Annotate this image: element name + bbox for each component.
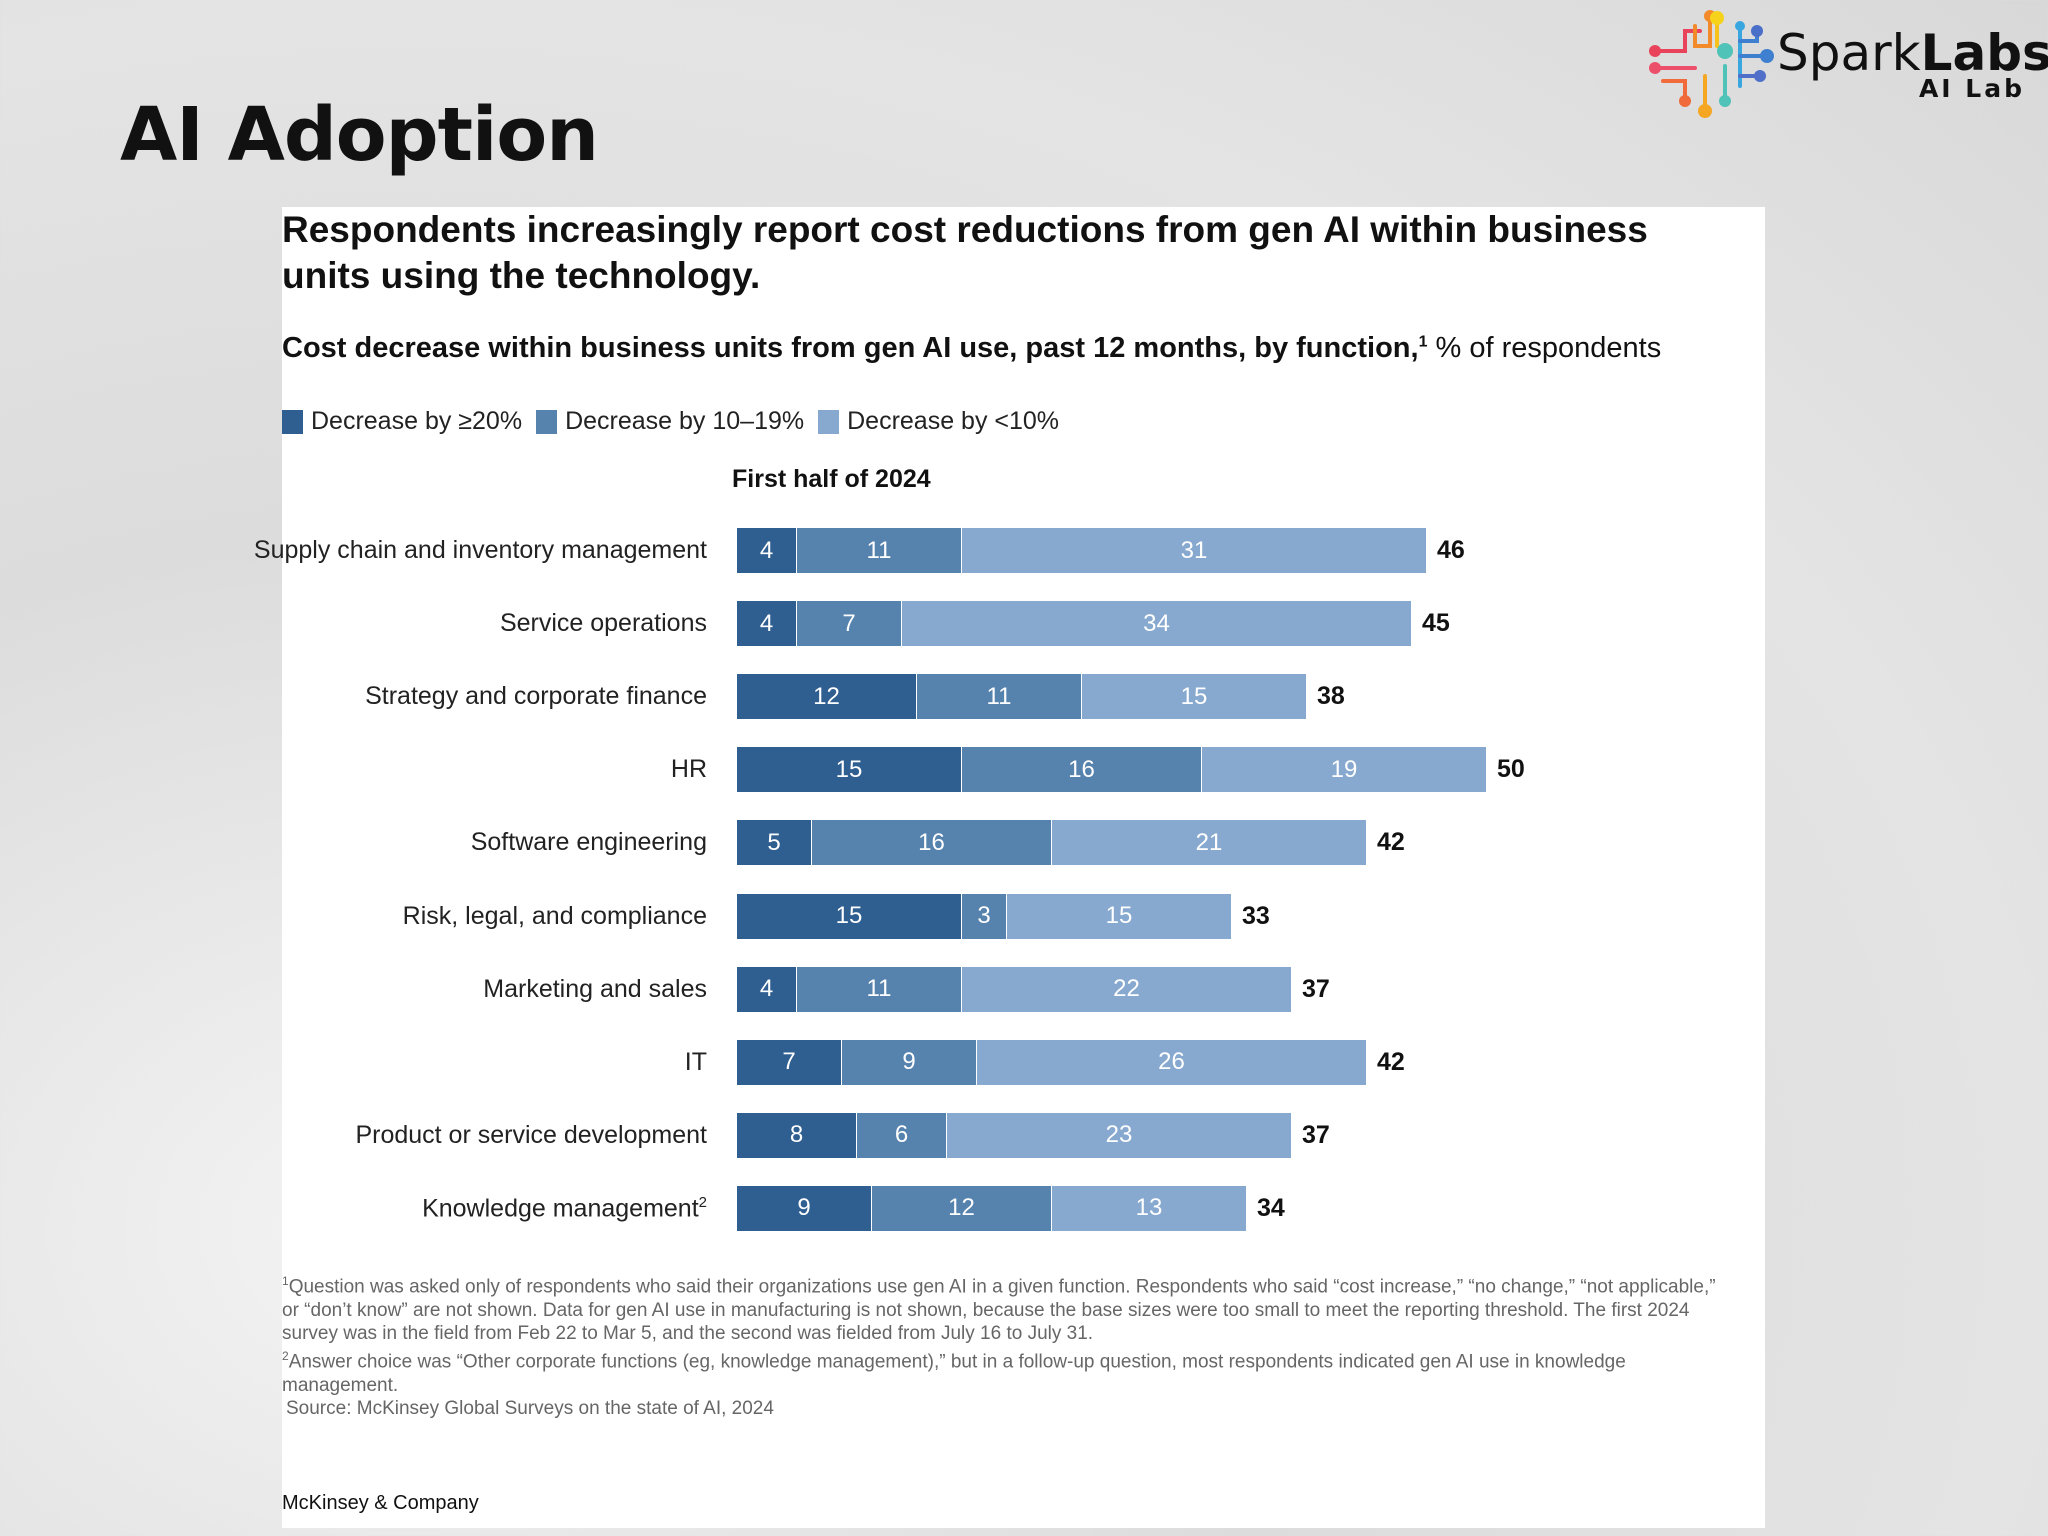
bar-segment: 22 (962, 966, 1292, 1012)
bar-total-label: 33 (1242, 901, 1270, 930)
bar-segment: 4 (737, 966, 797, 1012)
category-label: Supply chain and inventory management (253, 536, 707, 564)
logo-subtitle: AI Lab (1918, 74, 2025, 103)
bar-segment: 8 (737, 1112, 857, 1158)
legend-swatch (818, 409, 840, 434)
source-note: Source: McKinsey Global Surveys on the s… (286, 1398, 774, 1420)
bar-segment: 7 (797, 601, 902, 647)
legend-swatch (282, 409, 303, 434)
chart-subtitle: Cost decrease within business units from… (282, 332, 1661, 365)
footnote-2: 2Answer choice was “Other corporate func… (282, 1345, 1722, 1397)
brand-name: McKinsey & Company (282, 1492, 479, 1514)
category-label: Software engineering (470, 828, 707, 857)
category-label: IT (684, 1047, 707, 1076)
chart-title: Respondents increasingly report cost red… (282, 209, 1648, 296)
bar-segment: 23 (947, 1112, 1292, 1158)
chart-panel: Respondents increasingly report cost red… (254, 207, 1765, 1528)
bar-segment: 19 (1202, 747, 1487, 793)
bar-total-label: 37 (1302, 1120, 1330, 1149)
logo-name: SparkLabs (1777, 24, 2048, 82)
bar-segment: 3 (962, 893, 1007, 939)
category-label: Product or service development (355, 1120, 707, 1149)
category-label: HR (670, 755, 707, 784)
footnote-1: 1Question was asked only of respondents … (282, 1270, 1722, 1345)
sparklabs-logo: SparkLabs AI Lab (1645, 6, 2048, 121)
legend: Decrease by ≥20% Decrease by 10–19% Decrea… (282, 407, 1059, 436)
legend-item: Decrease by 10–19% (536, 407, 804, 436)
slide-title: AI Adoption (120, 92, 599, 178)
bar-segment: 15 (1082, 674, 1307, 720)
legend-swatch (536, 409, 558, 434)
bar-total-label: 38 (1317, 682, 1345, 711)
bar-segment: 12 (737, 674, 917, 720)
bar-segment: 15 (737, 893, 962, 939)
logo-name-light: Spark (1777, 24, 1921, 82)
footnote-text: Question was asked only of respondents w… (282, 1276, 1716, 1344)
category-label: Service operations (499, 609, 707, 638)
bar-segment: 11 (917, 674, 1082, 720)
period-label: First half of 2024 (732, 465, 931, 493)
bar-segment: 15 (737, 747, 962, 793)
legend-label: Decrease by 10–19% (565, 407, 805, 435)
legend-item: Decrease by <10% (818, 407, 1059, 436)
bar-segment: 4 (737, 601, 797, 647)
bar-segment: 11 (797, 528, 962, 573)
bar-total-label: 37 (1302, 974, 1330, 1003)
bar-total-label: 45 (1422, 609, 1450, 638)
subtitle-unit: % of respondents (1427, 332, 1662, 364)
bar-segment: 21 (1052, 820, 1367, 866)
bar-total-label: 34 (1257, 1193, 1285, 1222)
category-label: Knowledge management2 (422, 1193, 707, 1223)
category-label: Strategy and corporate finance (365, 682, 707, 711)
bar-total-label: 50 (1497, 755, 1525, 784)
bar-segment: 9 (737, 1185, 872, 1231)
legend-item: Decrease by ≥20% (282, 407, 522, 436)
category-label: Marketing and sales (483, 974, 707, 1003)
category-label: Risk, legal, and compliance (402, 901, 707, 930)
bar-segment: 31 (962, 528, 1427, 573)
bar-segment: 5 (737, 820, 812, 866)
bar-segment: 7 (737, 1039, 842, 1085)
footnote-mark: 2 (282, 1349, 289, 1364)
bar-total-label: 42 (1377, 1047, 1405, 1076)
bar-total-label: 42 (1377, 828, 1405, 857)
bar-segment: 16 (812, 820, 1052, 866)
bar-segment: 13 (1052, 1185, 1247, 1231)
legend-label: Decrease by <10% (847, 407, 1060, 435)
bar-segment: 34 (902, 601, 1412, 647)
bar-segment: 11 (797, 966, 962, 1012)
bar-segment: 4 (737, 528, 797, 573)
footnote-text: Answer choice was “Other corporate funct… (282, 1351, 1626, 1396)
footnote-mark: 1 (282, 1274, 289, 1288)
subtitle-footnote-mark: 1 (1418, 333, 1428, 351)
legend-label: Decrease by ≥20% (311, 407, 523, 435)
circuit-brain-icon (1649, 10, 1774, 118)
bar-segment: 15 (1007, 893, 1232, 939)
bar-segment: 26 (977, 1039, 1367, 1085)
bar-segment: 12 (872, 1185, 1052, 1231)
bar-segment: 9 (842, 1039, 977, 1085)
bar-segment: 6 (857, 1112, 947, 1158)
footnotes: 1Question was asked only of respondents … (282, 1270, 1722, 1420)
logo-name-bold: Labs (1920, 24, 2048, 82)
bar-segment: 16 (962, 747, 1202, 793)
subtitle-bold: Cost decrease within business units from… (282, 332, 1419, 364)
bar-total-label: 46 (1437, 536, 1465, 564)
